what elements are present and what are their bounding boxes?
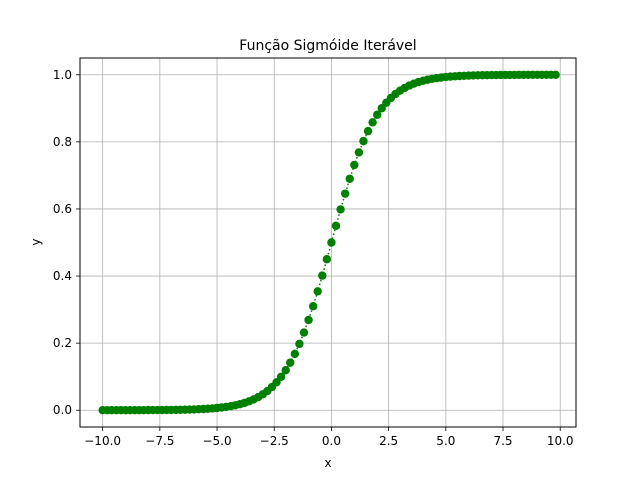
y-tick-label: 1.0 — [53, 68, 72, 82]
y-tick-label: 0.2 — [53, 336, 72, 350]
x-axis-ticks: −10.0 −7.5 −5.0 −2.5 0.0 2.5 5.0 7.5 10.0 — [84, 427, 574, 448]
y-tick-label: 0.4 — [53, 269, 72, 283]
data-point — [354, 148, 364, 157]
data-point — [359, 136, 368, 146]
x-tick-label: −5.0 — [202, 434, 231, 448]
data-point — [377, 104, 386, 113]
x-axis-label: x — [324, 456, 331, 470]
grid-lines — [80, 58, 576, 427]
data-point — [350, 160, 359, 170]
data-point — [340, 189, 350, 198]
x-tick-label: −7.5 — [145, 434, 174, 448]
y-axis-label: y — [29, 238, 43, 245]
data-point — [290, 349, 300, 359]
data-point — [345, 174, 354, 183]
data-point — [276, 372, 286, 381]
data-point — [318, 271, 327, 280]
data-point — [336, 205, 345, 214]
data-point — [368, 118, 377, 127]
x-tick-label: 2.5 — [379, 434, 398, 448]
data-point — [313, 287, 322, 296]
x-tick-label: 10.0 — [547, 434, 574, 448]
x-tick-label: −2.5 — [260, 434, 289, 448]
y-axis-ticks: 0.0 0.2 0.4 0.6 0.8 1.0 — [53, 68, 80, 417]
data-point — [372, 110, 382, 119]
data-point — [331, 221, 341, 230]
data-point — [295, 339, 304, 349]
x-tick-label: 0.0 — [322, 434, 341, 448]
data-point — [551, 70, 560, 79]
data-point — [286, 358, 295, 367]
y-tick-label: 0.6 — [53, 202, 72, 216]
data-point — [363, 126, 373, 136]
x-tick-label: −10.0 — [84, 434, 121, 448]
data-point — [322, 255, 332, 264]
data-series — [98, 70, 560, 415]
data-point — [327, 238, 336, 247]
plot-frame — [79, 57, 577, 428]
data-point — [272, 378, 281, 387]
data-point — [304, 315, 313, 325]
data-point — [299, 328, 309, 337]
data-point — [308, 302, 318, 311]
y-tick-label: 0.0 — [53, 403, 72, 417]
chart-title: Função Sigmóide Iterável — [239, 38, 416, 54]
data-point — [281, 366, 290, 375]
x-tick-label: 5.0 — [436, 434, 455, 448]
x-tick-label: 7.5 — [493, 434, 512, 448]
y-tick-label: 0.8 — [53, 135, 72, 149]
